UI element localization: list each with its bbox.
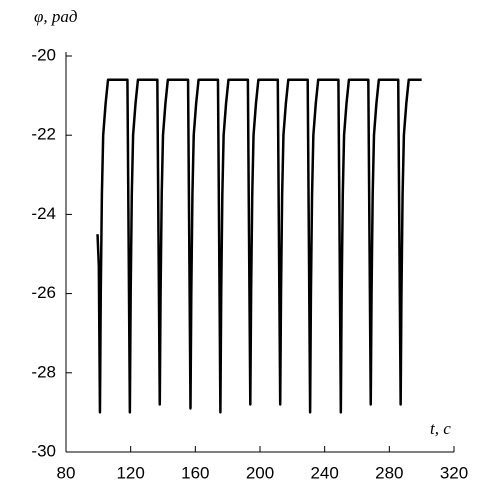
x-tick-label: 120 <box>116 463 144 482</box>
y-tick-label: -24 <box>31 204 56 223</box>
y-axis-label: φ, рад <box>34 7 78 26</box>
y-tick-label: -30 <box>31 441 56 460</box>
y-tick-label: -26 <box>31 283 56 302</box>
x-tick-label: 320 <box>440 463 468 482</box>
y-tick-label: -28 <box>31 362 56 381</box>
data-line <box>96 78 422 414</box>
x-tick-label: 80 <box>57 463 76 482</box>
x-tick-label: 200 <box>246 463 274 482</box>
x-tick-label: 240 <box>310 463 338 482</box>
x-tick-label: 160 <box>181 463 209 482</box>
y-tick-label: -22 <box>31 125 56 144</box>
y-tick-label: -20 <box>31 45 56 64</box>
x-tick-label: 280 <box>375 463 403 482</box>
x-axis-label: t, с <box>430 419 451 438</box>
